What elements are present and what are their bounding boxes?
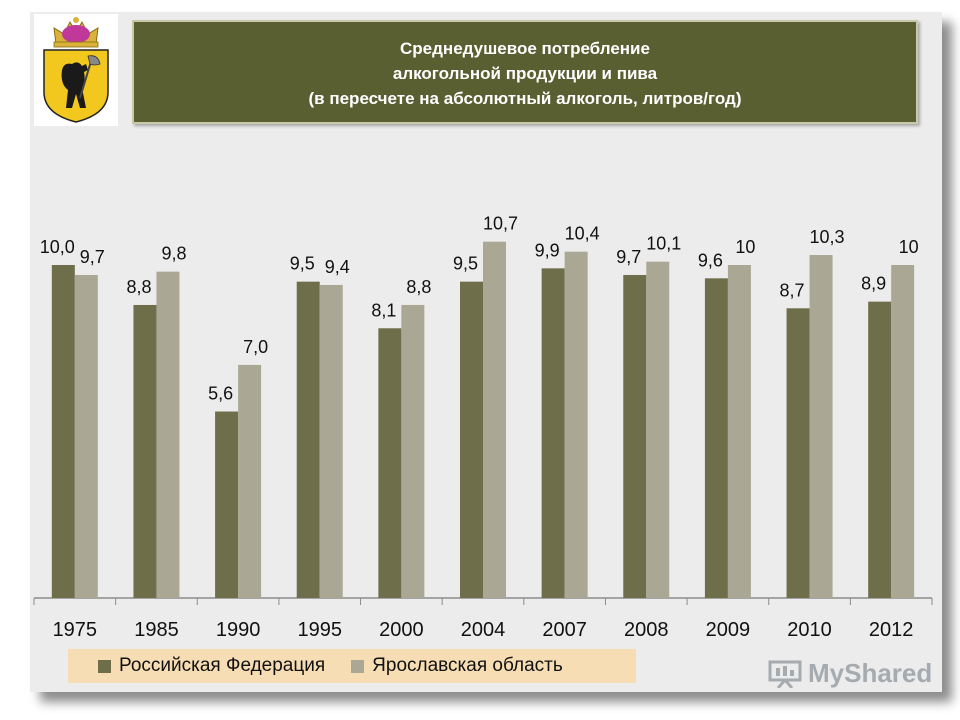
data-label-series-2: 9,4 xyxy=(325,257,350,277)
data-label-series-2: 9,7 xyxy=(80,247,105,267)
data-label-series-2: 8,8 xyxy=(406,277,431,297)
data-label-series-1: 9,5 xyxy=(453,254,478,274)
bar-series-2 xyxy=(156,271,180,598)
bar-series-2 xyxy=(564,251,588,598)
bar-series-1 xyxy=(541,268,565,598)
x-tick-label: 2009 xyxy=(706,619,751,641)
chart-title-line-2: алкогольной продукции и пива xyxy=(392,64,658,83)
data-label-series-2: 10 xyxy=(899,237,919,257)
data-label-series-2: 10,3 xyxy=(810,227,845,247)
legend-swatch-series-1 xyxy=(98,659,111,673)
bar-series-1 xyxy=(704,278,728,598)
data-label-series-1: 8,7 xyxy=(780,280,805,300)
chart-title-box: Среднедушевое потребление алкогольной пр… xyxy=(132,20,918,124)
chart-title-line-1: Среднедушевое потребление xyxy=(400,39,650,58)
bar-series-2 xyxy=(74,274,98,598)
bar-series-1 xyxy=(460,281,483,598)
watermark: MyShared xyxy=(768,656,932,690)
data-label-series-1: 9,7 xyxy=(616,247,641,267)
bar-series-1 xyxy=(51,265,75,598)
legend-item-series-1: Российская Федерация xyxy=(98,655,325,677)
data-label-series-2: 7,0 xyxy=(243,337,268,357)
data-label-series-1: 10,0 xyxy=(40,237,75,257)
x-tick-label: 2008 xyxy=(624,619,669,641)
bar-series-1 xyxy=(868,301,892,598)
data-label-series-2: 10,1 xyxy=(646,234,681,254)
chart-title-line-3: (в пересчете на абсолютный алкоголь, лит… xyxy=(308,89,742,108)
legend-label-series-1: Российская Федерация xyxy=(119,655,326,676)
data-label-series-1: 8,1 xyxy=(371,300,396,320)
bar-series-2 xyxy=(646,261,670,598)
bar-series-2 xyxy=(319,284,343,598)
bar-series-2 xyxy=(238,364,262,598)
x-tick-label: 2000 xyxy=(379,619,424,641)
legend-label-series-2: Ярославская область xyxy=(372,655,563,676)
legend-item-series-2: Ярославская область xyxy=(351,655,563,677)
presentation-board-icon xyxy=(768,660,802,688)
bar-series-1 xyxy=(215,411,239,598)
x-tick-label: 1995 xyxy=(297,619,342,641)
data-label-series-1: 9,5 xyxy=(290,254,315,274)
x-tick-label: 2010 xyxy=(787,619,832,641)
data-label-series-2: 10,4 xyxy=(565,224,600,244)
chart-legend: Российская Федерация Ярославская область xyxy=(68,649,636,683)
watermark-text: MyShared xyxy=(808,657,933,688)
data-label-series-2: 10,7 xyxy=(483,214,518,234)
x-tick-label: 2012 xyxy=(869,619,914,641)
bar-series-2 xyxy=(891,265,915,598)
x-tick-label: 2004 xyxy=(461,619,506,641)
data-label-series-1: 8,9 xyxy=(861,274,886,294)
bar-series-2 xyxy=(401,304,425,598)
data-label-series-2: 10 xyxy=(735,237,755,257)
x-tick-label: 1990 xyxy=(216,619,261,641)
bar-series-2 xyxy=(809,255,833,598)
data-label-series-2: 9,8 xyxy=(161,244,186,264)
yaroslavl-coat-of-arms-icon xyxy=(43,17,109,123)
bar-series-1 xyxy=(133,304,157,598)
data-label-series-1: 9,9 xyxy=(535,240,560,260)
data-label-series-1: 8,8 xyxy=(126,277,151,297)
bar-series-1 xyxy=(378,328,402,598)
x-tick-label: 1975 xyxy=(53,619,98,641)
x-tick-label: 2007 xyxy=(542,619,587,641)
bar-series-1 xyxy=(296,281,320,598)
bar-series-1 xyxy=(786,308,810,598)
data-label-series-1: 9,6 xyxy=(698,250,723,270)
data-label-series-1: 5,6 xyxy=(208,384,233,404)
legend-swatch-series-2 xyxy=(351,659,365,673)
bar-series-2 xyxy=(483,241,506,598)
coat-of-arms xyxy=(34,14,118,126)
x-tick-label: 1985 xyxy=(134,619,179,641)
bar-series-2 xyxy=(727,265,751,598)
bar-series-1 xyxy=(623,274,647,598)
